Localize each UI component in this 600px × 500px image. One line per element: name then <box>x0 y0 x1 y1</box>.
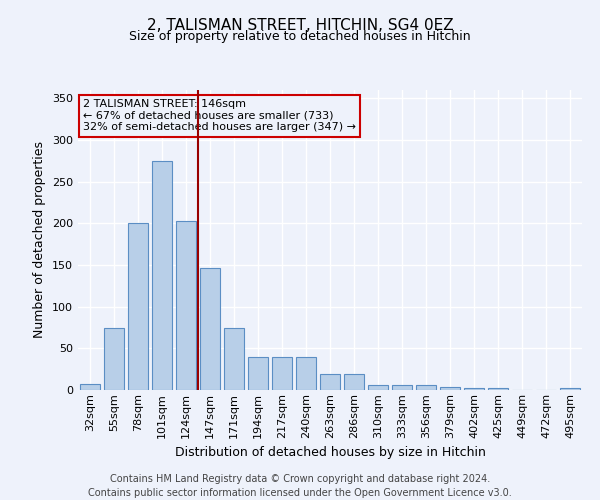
Text: Size of property relative to detached houses in Hitchin: Size of property relative to detached ho… <box>129 30 471 43</box>
Bar <box>200 268 220 390</box>
Bar <box>176 221 196 390</box>
Bar <box>272 356 292 390</box>
Bar <box>104 328 124 390</box>
Text: Contains HM Land Registry data © Crown copyright and database right 2024.
Contai: Contains HM Land Registry data © Crown c… <box>88 474 512 498</box>
Bar <box>296 356 316 390</box>
Bar <box>440 386 460 390</box>
Bar <box>344 374 364 390</box>
X-axis label: Distribution of detached houses by size in Hitchin: Distribution of detached houses by size … <box>175 446 485 459</box>
Bar <box>248 356 268 390</box>
Bar <box>320 374 340 390</box>
Bar <box>560 388 580 390</box>
Bar <box>152 161 172 390</box>
Bar <box>368 385 388 390</box>
Text: 2, TALISMAN STREET, HITCHIN, SG4 0EZ: 2, TALISMAN STREET, HITCHIN, SG4 0EZ <box>146 18 454 32</box>
Bar <box>392 385 412 390</box>
Bar <box>464 388 484 390</box>
Y-axis label: Number of detached properties: Number of detached properties <box>34 142 46 338</box>
Bar <box>224 328 244 390</box>
Bar <box>128 224 148 390</box>
Bar <box>488 388 508 390</box>
Bar <box>416 385 436 390</box>
Bar <box>80 384 100 390</box>
Text: 2 TALISMAN STREET: 146sqm
← 67% of detached houses are smaller (733)
32% of semi: 2 TALISMAN STREET: 146sqm ← 67% of detac… <box>83 99 356 132</box>
